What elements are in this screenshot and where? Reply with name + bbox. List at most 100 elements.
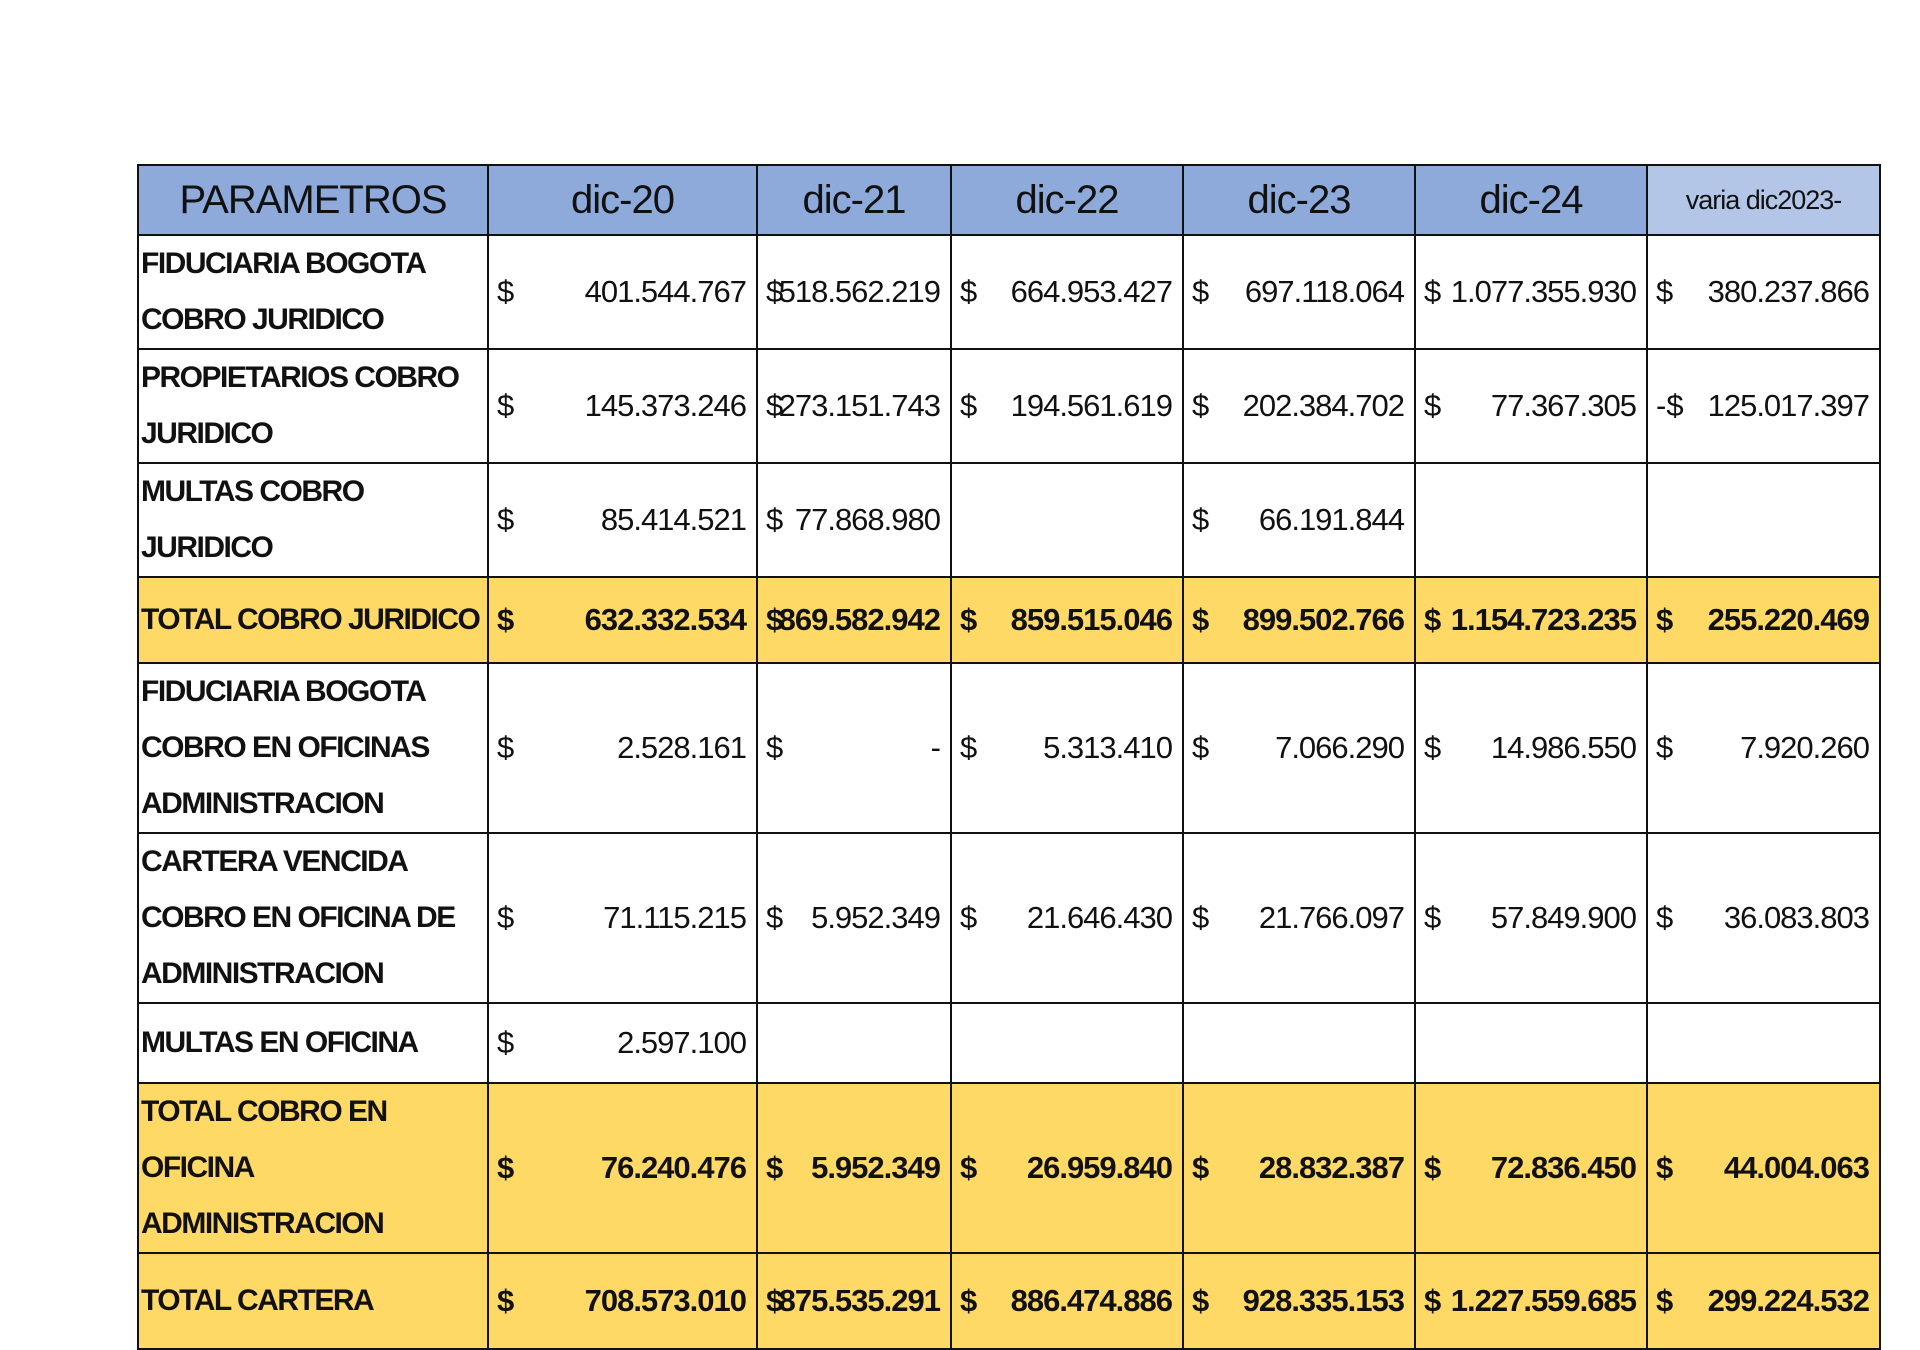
table-cell[interactable]: $664.953.427 bbox=[950, 234, 1184, 350]
table-cell[interactable]: $66.191.844 bbox=[1182, 462, 1416, 578]
table-cell[interactable]: $1.227.559.685 bbox=[1414, 1252, 1648, 1350]
table-cell[interactable]: $875.535.291 bbox=[756, 1252, 952, 1350]
table-cell[interactable]: $899.502.766 bbox=[1182, 576, 1416, 664]
table-cell[interactable]: $273.151.743 bbox=[756, 348, 952, 464]
header-row: PARAMETROS dic-20 dic-21 dic-22 dic-23 d… bbox=[137, 164, 1881, 236]
row-label[interactable]: TOTAL COBRO JURIDICO bbox=[137, 576, 489, 664]
table-cell[interactable]: $57.849.900 bbox=[1414, 832, 1648, 1004]
cell-value: 85.414.521 bbox=[600, 502, 747, 537]
table-cell[interactable]: $708.573.010 bbox=[487, 1252, 758, 1350]
header-dic-24: dic-24 bbox=[1414, 164, 1648, 236]
currency-symbol: $ bbox=[497, 900, 515, 935]
table-cell[interactable]: $ - bbox=[756, 662, 952, 834]
row-label[interactable]: FIDUCIARIA BOGOTA COBRO JURIDICO bbox=[137, 234, 489, 350]
table-cell[interactable]: $145.373.246 bbox=[487, 348, 758, 464]
table-cell[interactable] bbox=[1182, 1002, 1416, 1084]
cell-value: 28.832.387 bbox=[1258, 1150, 1405, 1185]
table-cell[interactable]: $697.118.064 bbox=[1182, 234, 1416, 350]
table-cell[interactable]: $7.920.260 bbox=[1646, 662, 1881, 834]
currency-symbol: $ bbox=[1656, 1283, 1674, 1318]
table-cell[interactable] bbox=[1646, 1002, 1881, 1084]
currency-symbol: $ bbox=[766, 388, 784, 423]
table-cell[interactable]: $85.414.521 bbox=[487, 462, 758, 578]
table-cell[interactable]: $518.562.219 bbox=[756, 234, 952, 350]
cell-value: 71.115.215 bbox=[603, 900, 747, 935]
cell-value: 14.986.550 bbox=[1490, 730, 1637, 765]
currency-symbol: $ bbox=[1424, 1150, 1442, 1185]
header-dic-22: dic-22 bbox=[950, 164, 1184, 236]
row-label[interactable]: TOTAL CARTERA bbox=[137, 1252, 489, 1350]
table-row: FIDUCIARIA BOGOTA COBRO JURIDICO $401.544… bbox=[137, 234, 1881, 350]
currency-symbol: $ bbox=[960, 1150, 978, 1185]
table-cell[interactable]: $2.528.161 bbox=[487, 662, 758, 834]
cell-value: 299.224.532 bbox=[1707, 1283, 1870, 1318]
table-cell[interactable]: $77.367.305 bbox=[1414, 348, 1648, 464]
table-cell[interactable]: $869.582.942 bbox=[756, 576, 952, 664]
table-cell[interactable]: $255.220.469 bbox=[1646, 576, 1881, 664]
table-cell[interactable]: $7.066.290 bbox=[1182, 662, 1416, 834]
table-cell[interactable]: $886.474.886 bbox=[950, 1252, 1184, 1350]
table-cell[interactable] bbox=[1414, 1002, 1648, 1084]
table-cell[interactable] bbox=[1646, 462, 1881, 578]
cell-value: 2.597.100 bbox=[617, 1025, 747, 1060]
table-cell[interactable]: $2.597.100 bbox=[487, 1002, 758, 1084]
table-cell[interactable] bbox=[950, 1002, 1184, 1084]
table-cell[interactable]: $21.646.430 bbox=[950, 832, 1184, 1004]
cell-value: 859.515.046 bbox=[1010, 602, 1173, 637]
cell-value: 697.118.064 bbox=[1244, 274, 1405, 309]
cell-value: 2.528.161 bbox=[617, 730, 747, 765]
table-cell[interactable]: $77.868.980 bbox=[756, 462, 952, 578]
table-cell[interactable]: $76.240.476 bbox=[487, 1082, 758, 1254]
row-label[interactable]: MULTAS EN OFICINA bbox=[137, 1002, 489, 1084]
spreadsheet: PARAMETROS dic-20 dic-21 dic-22 dic-23 d… bbox=[137, 164, 1881, 1350]
row-label[interactable]: FIDUCIARIA BOGOTA COBRO EN OFICINAS ADMI… bbox=[137, 662, 489, 834]
cartera-table: PARAMETROS dic-20 dic-21 dic-22 dic-23 d… bbox=[137, 164, 1881, 1350]
table-cell[interactable] bbox=[756, 1002, 952, 1084]
cell-value: 5.952.349 bbox=[811, 1150, 941, 1185]
cell-value: 401.544.767 bbox=[584, 274, 747, 309]
table-cell[interactable]: $5.952.349 bbox=[756, 1082, 952, 1254]
cell-value: 273.151.743 bbox=[778, 388, 941, 423]
table-cell[interactable] bbox=[1414, 462, 1648, 578]
table-cell[interactable]: $632.332.534 bbox=[487, 576, 758, 664]
table-cell[interactable] bbox=[950, 462, 1184, 578]
cell-value: 21.646.430 bbox=[1026, 900, 1173, 935]
table-cell[interactable]: $194.561.619 bbox=[950, 348, 1184, 464]
table-cell[interactable]: $380.237.866 bbox=[1646, 234, 1881, 350]
currency-symbol: $ bbox=[1424, 388, 1442, 423]
table-cell[interactable]: $1.077.355.930 bbox=[1414, 234, 1648, 350]
row-label[interactable]: TOTAL COBRO EN OFICINA ADMINISTRACION bbox=[137, 1082, 489, 1254]
table-cell[interactable]: $299.224.532 bbox=[1646, 1252, 1881, 1350]
currency-symbol: $ bbox=[1192, 1150, 1210, 1185]
cell-value: 125.017.397 bbox=[1707, 388, 1870, 423]
table-cell[interactable]: $202.384.702 bbox=[1182, 348, 1416, 464]
row-label[interactable]: CARTERA VENCIDA COBRO EN OFICINA DE ADMI… bbox=[137, 832, 489, 1004]
table-cell[interactable]: $44.004.063 bbox=[1646, 1082, 1881, 1254]
table-cell[interactable]: $71.115.215 bbox=[487, 832, 758, 1004]
table-cell[interactable]: $1.154.723.235 bbox=[1414, 576, 1648, 664]
table-row: CARTERA VENCIDA COBRO EN OFICINA DE ADMI… bbox=[137, 832, 1881, 1004]
currency-symbol: $ bbox=[766, 502, 784, 537]
table-cell[interactable]: $26.959.840 bbox=[950, 1082, 1184, 1254]
cell-value: 202.384.702 bbox=[1242, 388, 1405, 423]
table-cell[interactable]: $5.313.410 bbox=[950, 662, 1184, 834]
table-cell[interactable]: $5.952.349 bbox=[756, 832, 952, 1004]
table-cell[interactable]: -$ 125.017.397 bbox=[1646, 348, 1881, 464]
row-label[interactable]: PROPIETARIOS COBRO JURIDICO bbox=[137, 348, 489, 464]
table-cell[interactable]: $928.335.153 bbox=[1182, 1252, 1416, 1350]
table-cell[interactable]: $21.766.097 bbox=[1182, 832, 1416, 1004]
table-cell[interactable]: $14.986.550 bbox=[1414, 662, 1648, 834]
table-cell[interactable]: $36.083.803 bbox=[1646, 832, 1881, 1004]
header-parametros: PARAMETROS bbox=[137, 164, 489, 236]
table-cell[interactable]: $401.544.767 bbox=[487, 234, 758, 350]
header-dic-20: dic-20 bbox=[487, 164, 758, 236]
row-label[interactable]: MULTAS COBRO JURIDICO bbox=[137, 462, 489, 578]
cell-value: 76.240.476 bbox=[600, 1150, 747, 1185]
table-cell[interactable]: $72.836.450 bbox=[1414, 1082, 1648, 1254]
table-cell[interactable]: $28.832.387 bbox=[1182, 1082, 1416, 1254]
table-cell[interactable]: $859.515.046 bbox=[950, 576, 1184, 664]
table-row: FIDUCIARIA BOGOTA COBRO EN OFICINAS ADMI… bbox=[137, 662, 1881, 834]
table-body: FIDUCIARIA BOGOTA COBRO JURIDICO $401.544… bbox=[137, 234, 1881, 1350]
cell-value: 145.373.246 bbox=[584, 388, 747, 423]
currency-symbol: $ bbox=[1656, 1150, 1674, 1185]
